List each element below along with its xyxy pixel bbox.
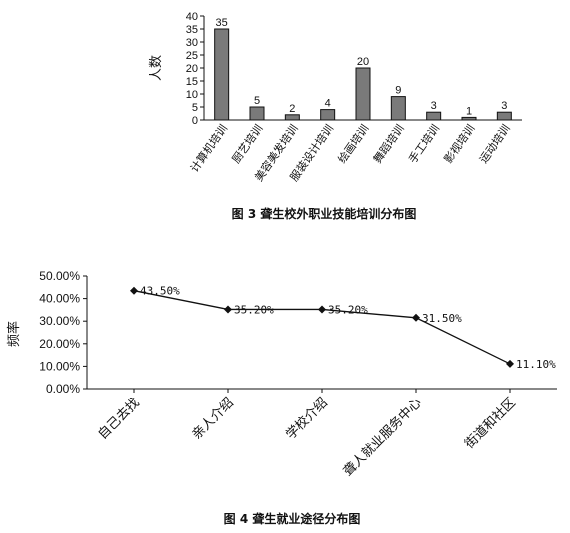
line-chart-category-label: 街道和社区 [462,395,519,452]
line-chart-value-label: 35.20% [328,303,368,316]
bar-chart-value-label: 3 [501,100,507,112]
bar-chart-value-label: 35 [216,17,228,29]
bar-chart-category-label: 舞蹈培训 [370,122,407,166]
line-chart-series-line [133,290,511,365]
line-chart-value-label: 43.50% [140,285,180,298]
bar-chart-bar [426,111,442,121]
line-chart-point [506,359,514,368]
line-chart-ytick-label: 50.00% [39,269,80,283]
bar-chart-ytick-label: 10 [186,89,198,101]
bar-chart-value-label: 4 [325,98,331,110]
bar-chart-bar [461,116,477,121]
line-chart-point [224,305,232,314]
bar-chart-value-label: 1 [466,105,472,117]
bar-chart-category-label: 计算机培训 [187,122,230,175]
bar-chart-bar [390,96,406,121]
line-chart-ytick-label: 40.00% [39,292,80,306]
bar-chart-value-label: 20 [357,56,369,68]
line-chart-ylabel: 频率 [6,321,22,347]
bar-chart-ytick-label: 15 [186,76,198,88]
bar-chart-ytick-label: 35 [186,24,198,36]
line-chart-category-label: 聋人就业服务中心 [340,395,425,480]
bar-chart-bar [284,114,300,121]
line-chart-ytick-label: 0.00% [46,382,80,396]
line-chart-category-label: 学校介绍 [283,395,331,443]
bar-chart-bar [355,67,371,121]
bar-chart-category-label: 影视培训 [441,122,478,166]
bar-chart-category-label: 手工培训 [405,122,442,166]
bar-chart-value-label: 2 [289,103,295,115]
line-chart-ytick-label: 30.00% [39,314,80,328]
bar-chart-category-label: 厨艺培训 [229,122,266,166]
line-chart-ytick-label: 10.00% [39,359,80,373]
bar-chart-caption: 图 3 聋生校外职业技能培训分布图 [232,206,417,221]
bar-chart-ytick-label: 25 [186,50,198,62]
bar-chart-value-label: 9 [395,85,401,97]
line-chart-category-label: 自己去找 [95,395,142,442]
bar-chart-bar [249,106,265,121]
bar-chart-ytick-label: 30 [186,37,198,49]
line-chart-value-label: 11.10% [516,358,556,371]
bar-chart-category-label: 绘画培训 [335,122,372,166]
line-chart-point [412,313,420,322]
bar-chart-ylabel: 人数 [149,55,164,81]
employment-line-chart: 频率 0.00% 10.00% 20.00% 30.00% 40.00% 50.00% 4… [6,269,557,526]
line-chart-value-label: 31.50% [422,312,462,325]
bar-chart-bar [496,111,512,121]
line-chart-ytick-label: 20.00% [39,337,80,351]
line-chart-point [130,286,138,295]
bar-chart-ytick-label: 5 [192,102,198,114]
bar-chart-value-label: 3 [431,100,437,112]
bar-chart-ytick-label: 40 [186,11,198,23]
line-chart-point [318,305,326,314]
line-chart-category-label: 亲人介绍 [189,395,236,442]
bar-chart-ytick-label: 20 [186,63,198,75]
bar-chart-category-label: 运动培训 [476,122,513,166]
bar-chart-bar [214,28,230,121]
line-chart-value-label: 35.20% [234,303,274,316]
line-chart-caption: 图 4 聋生就业途径分布图 [224,511,361,526]
bar-chart-value-label: 5 [254,95,260,107]
bar-chart-ytick-label: 0 [192,115,198,127]
bar-chart-bar [320,109,336,121]
